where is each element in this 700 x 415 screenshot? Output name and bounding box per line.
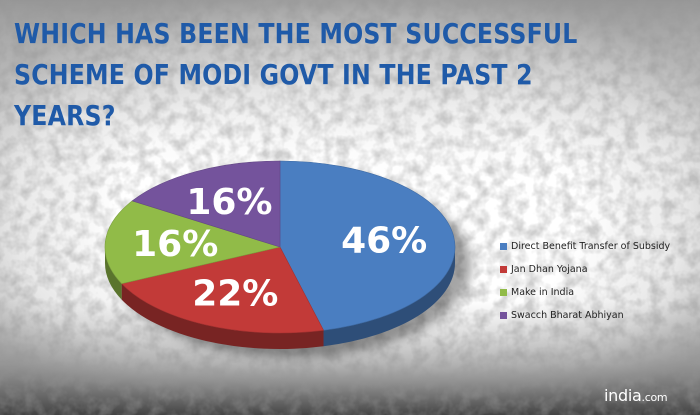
legend-item-swacch-bharat-abhiyan: Swacch Bharat Abhiyan (500, 307, 690, 323)
pie-slice-direct-benefit-transfer-of-subsidy (279, 160, 456, 331)
legend-item-jan-dhan-yojana: Jan Dhan Yojana (500, 261, 690, 277)
legend-label: Direct Benefit Transfer of Subsidy (511, 240, 671, 252)
legend-label: Swacch Bharat Abhiyan (511, 309, 624, 321)
legend-label: Jan Dhan Yojana (511, 263, 588, 275)
india-com-logo: india.com (604, 386, 668, 405)
data-label-swacch-bharat-abhiyan: 16% (186, 182, 272, 223)
pie-side-jan-dhan-yojana (121, 283, 324, 349)
legend-item-direct-benefit-transfer-of-subsidy: Direct Benefit Transfer of Subsidy (500, 238, 690, 254)
chart-title: WHICH HAS BEEN THE MOST SUCCESSFUL SCHEM… (14, 18, 578, 132)
legend-label: Make in India (511, 286, 575, 298)
data-label-make-in-india: 16% (132, 224, 218, 265)
data-label-direct-benefit-transfer-of-subsidy: 46% (341, 221, 427, 262)
legend-item-make-in-india: Make in India (500, 284, 690, 300)
pie-data-labels: 46% 22% 16%16% (132, 182, 427, 315)
legend-swatch (500, 288, 507, 296)
pie-top-slices (104, 160, 456, 334)
pie-slice-swacch-bharat-abhiyan (131, 160, 281, 248)
pie-slice-make-in-india (104, 200, 282, 284)
chart-legend: Direct Benefit Transfer of Subsidy Jan Dh… (500, 238, 690, 330)
legend-swatch (500, 311, 507, 319)
pie-side-direct-benefit-transfer-of-subsidy (323, 247, 455, 347)
pie-slice-jan-dhan-yojana (121, 246, 324, 334)
legend-swatch (500, 242, 507, 250)
legend-swatch (500, 265, 507, 273)
data-label-jan-dhan-yojana: 22% (192, 274, 278, 315)
